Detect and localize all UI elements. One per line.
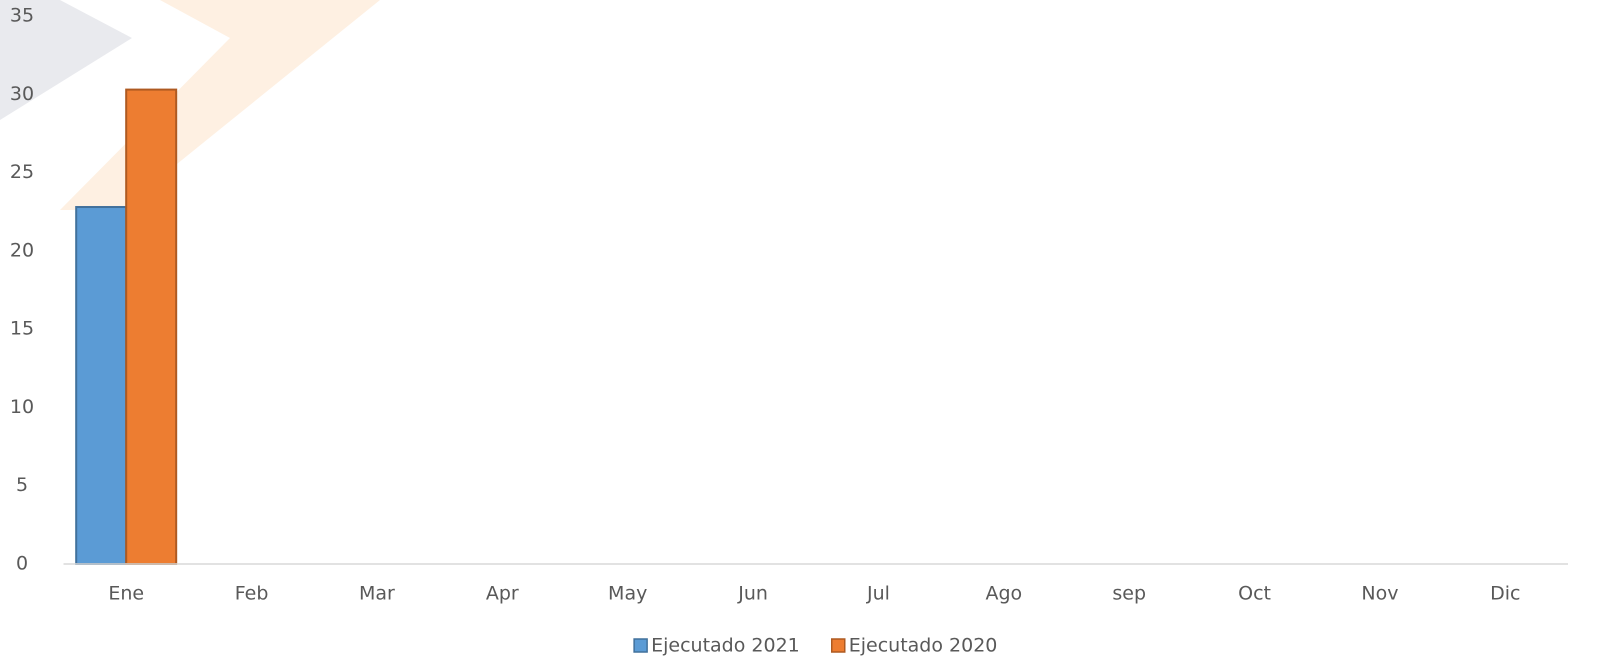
legend-label: Ejecutado 2020 — [849, 635, 998, 657]
y-tick-label: 5 — [16, 474, 28, 496]
x-tick-label: Ago — [985, 583, 1022, 605]
legend-swatch — [831, 638, 846, 653]
x-tick-label: Ene — [108, 583, 144, 605]
x-tick-label: Apr — [486, 583, 519, 605]
x-tick-label: Jul — [866, 583, 890, 605]
y-tick-label: 35 — [10, 5, 34, 27]
y-tick-label: 25 — [10, 161, 34, 183]
y-tick-label: 20 — [10, 239, 34, 261]
bar — [75, 206, 128, 565]
x-tick-label: Oct — [1238, 583, 1271, 605]
x-tick-label: sep — [1112, 583, 1146, 605]
y-tick-label: 15 — [10, 318, 34, 340]
x-tick-label: Mar — [359, 583, 395, 605]
legend-swatch — [633, 638, 648, 653]
bar — [125, 88, 178, 566]
y-tick-label: 0 — [16, 553, 28, 575]
x-tick-label: Jun — [737, 583, 768, 605]
x-tick-label: Dic — [1490, 583, 1520, 605]
y-tick-label: 30 — [10, 83, 34, 105]
y-tick-label: 10 — [10, 396, 34, 418]
background-decoration — [0, 0, 380, 210]
legend-label: Ejecutado 2021 — [651, 635, 800, 657]
x-tick-label: May — [608, 583, 647, 605]
x-tick-label: Nov — [1361, 583, 1398, 605]
x-tick-label: Feb — [235, 583, 269, 605]
